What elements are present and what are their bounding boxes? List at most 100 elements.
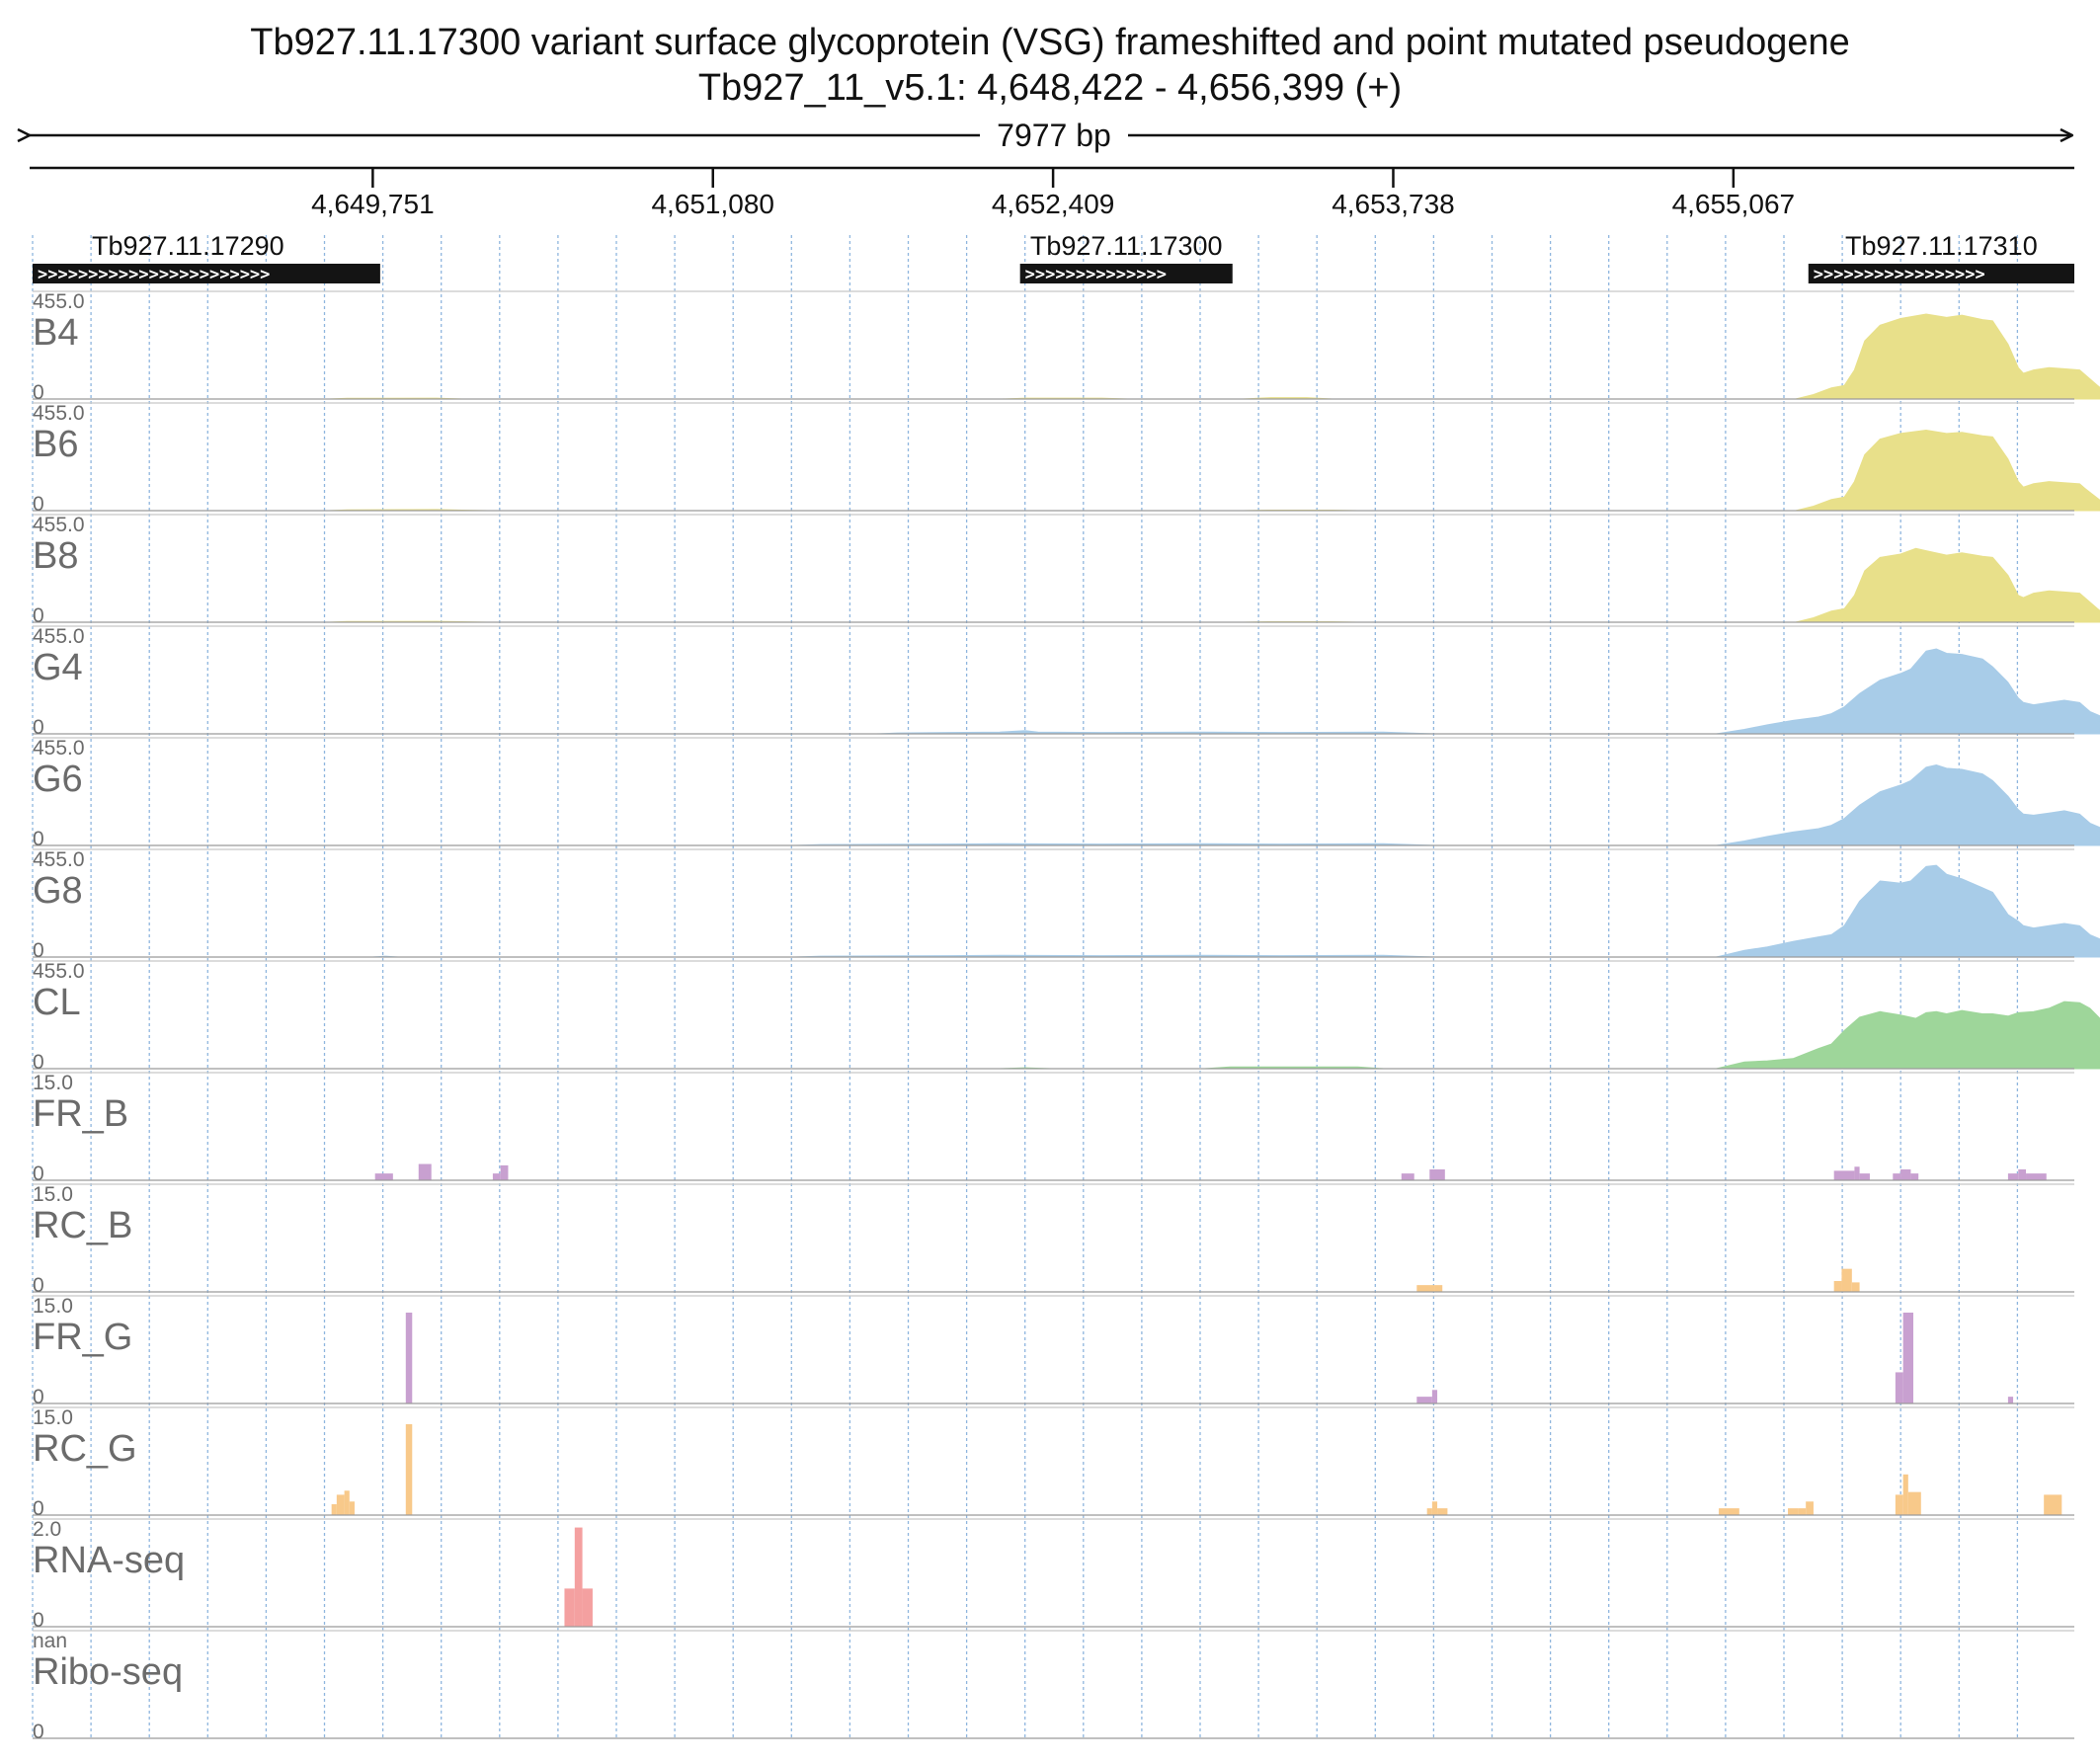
coverage-bar-fr-b-11 — [1910, 1173, 1919, 1180]
track-name-ribo-seq: Ribo-seq — [33, 1651, 183, 1693]
track-max-label-b4: 455.0 — [33, 290, 85, 313]
track-zero-label-fr-b: 0 — [33, 1162, 44, 1185]
gene-label-tb927-11-17290: Tb927.11.17290 — [92, 231, 284, 261]
span-length-label: 7977 bp — [997, 118, 1111, 153]
coverage-bar-rc-g-4 — [405, 1423, 413, 1515]
coverage-area-g8 — [33, 864, 2100, 958]
coordinate-ticks: 4,649,751 4,651,080 4,652,409 4,653,738 4,65… — [311, 168, 1795, 219]
coverage-bar-fr-b-14 — [2026, 1173, 2047, 1180]
track-cl: 455.0CL 0 — [33, 960, 2100, 1074]
data-tracks: 455.0B40455.0B60455.0B80455.0G40455.0G60… — [33, 290, 2100, 1743]
coverage-bar-rc-b-4 — [1851, 1282, 1860, 1292]
coverage-bar-fr-b-4 — [1401, 1173, 1414, 1180]
gene-tb927-11-17310: >>>>>>>>>>>>>>>>> Tb927.11.17310 — [1808, 231, 2074, 284]
coverage-bar-rc-g-9 — [1788, 1508, 1799, 1515]
coverage-bar-rc-g-1 — [336, 1494, 345, 1515]
track-zero-label-fr-g: 0 — [33, 1386, 44, 1408]
coverage-area-b6 — [33, 429, 2100, 512]
track-zero-label-rc-b: 0 — [33, 1274, 44, 1297]
track-max-label-rc-b: 15.0 — [33, 1183, 73, 1206]
coverage-bar-rc-g-13 — [1902, 1474, 1908, 1515]
coverage-bar-fr-b-8 — [1859, 1173, 1870, 1180]
coverage-bar-rc-g-5 — [1426, 1508, 1432, 1515]
coverage-bar-fr-g-3 — [1895, 1372, 1903, 1403]
track-zero-label-g8: 0 — [33, 939, 44, 962]
track-zero-label-rna-seq: 0 — [33, 1609, 44, 1632]
track-max-label-fr-b: 15.0 — [33, 1072, 73, 1094]
track-name-b4: B4 — [33, 312, 78, 354]
track-zero-label-g4: 0 — [33, 716, 44, 739]
track-name-rc-b: RC_B — [33, 1205, 132, 1246]
title-region-coordinates: Tb927_11_v5.1: 4,648,422 - 4,656,399 (+) — [697, 67, 1403, 109]
coverage-bar-fr-g-4 — [1902, 1312, 1914, 1403]
tick-label-2: 4,652,409 — [992, 189, 1115, 219]
track-max-label-b6: 455.0 — [33, 402, 85, 425]
coverage-bar-rc-g-11 — [1806, 1501, 1814, 1515]
gene-label-tb927-11-17300: Tb927.11.17300 — [1030, 231, 1223, 261]
coverage-bar-fr-b-6 — [1833, 1170, 1855, 1180]
track-max-label-rna-seq: 2.0 — [33, 1518, 61, 1541]
track-max-label-g6: 455.0 — [33, 737, 85, 760]
track-b4: 455.0B4 0 — [33, 290, 2100, 404]
vertical-gridlines — [32, 235, 2019, 1740]
coverage-bar-fr-b-1 — [418, 1163, 432, 1180]
coverage-bar-rc-b-0 — [1416, 1285, 1435, 1292]
gene-tb927-11-17290: >>>>>>>>>>>>>>>>>>>>>>> Tb927.11.17290 — [33, 231, 380, 284]
coverage-bar-fr-b-5 — [1429, 1169, 1445, 1180]
coverage-bar-fr-b-2 — [492, 1173, 501, 1180]
track-b6: 455.0B6 0 — [33, 402, 2100, 516]
gene-label-tb927-11-17310: Tb927.11.17310 — [1845, 231, 2038, 261]
track-fr-b: 15.0FR_B 0 — [33, 1072, 2074, 1185]
track-max-label-rc-g: 15.0 — [33, 1406, 73, 1429]
coverage-area-b4 — [33, 313, 2100, 400]
track-max-label-g4: 455.0 — [33, 625, 85, 648]
track-zero-label-g6: 0 — [33, 828, 44, 850]
gene-strand-arrows-tb927-11-17310: >>>>>>>>>>>>>>>>> — [1814, 265, 1985, 284]
coverage-bar-rc-g-3 — [349, 1501, 355, 1515]
coverage-bar-fr-b-12 — [2007, 1173, 2019, 1180]
coverage-bar-rc-g-15 — [2044, 1494, 2062, 1515]
coverage-bar-rc-g-14 — [1907, 1491, 1921, 1515]
track-name-g6: G6 — [33, 759, 83, 800]
track-name-fr-g: FR_G — [33, 1317, 132, 1358]
track-max-label-ribo-seq: nan — [33, 1630, 67, 1652]
track-zero-label-b8: 0 — [33, 604, 44, 627]
coverage-bar-rc-g-2 — [344, 1490, 350, 1515]
track-name-b6: B6 — [33, 424, 78, 465]
track-zero-label-rc-g: 0 — [33, 1497, 44, 1520]
track-max-label-b8: 455.0 — [33, 514, 85, 536]
gene-annotation-track: >>>>>>>>>>>>>>>>>>>>>>>Tb927.11.17290 >>>… — [33, 231, 2074, 284]
track-max-label-fr-g: 15.0 — [33, 1295, 73, 1318]
coverage-bar-fr-g-2 — [1431, 1390, 1438, 1403]
coverage-bar-rc-g-12 — [1895, 1494, 1903, 1515]
track-rc-b: 15.0RC_B 0 — [33, 1183, 2074, 1297]
coverage-bar-fr-b-3 — [500, 1164, 509, 1180]
coverage-bar-fr-b-13 — [2018, 1169, 2027, 1180]
coverage-bar-fr-g-5 — [2007, 1397, 2014, 1403]
track-g4: 455.0G4 0 — [33, 625, 2100, 739]
track-zero-label-ribo-seq: 0 — [33, 1721, 44, 1743]
coverage-bar-rc-g-8 — [1719, 1508, 1739, 1515]
track-max-label-cl: 455.0 — [33, 960, 85, 983]
coverage-bar-rc-b-2 — [1833, 1281, 1842, 1292]
track-name-rna-seq: RNA-seq — [33, 1540, 185, 1581]
coverage-bar-rc-b-3 — [1841, 1268, 1852, 1292]
coverage-bar-fr-g-0 — [405, 1312, 413, 1403]
coverage-area-g6 — [33, 763, 2100, 846]
track-name-cl: CL — [33, 982, 81, 1023]
gene-body-tb927-11-17290 — [33, 264, 380, 283]
coverage-bar-rna-seq-0 — [564, 1588, 575, 1627]
gene-body-tb927-11-17300 — [1019, 264, 1233, 283]
track-name-g8: G8 — [33, 870, 83, 912]
coverage-bar-rc-g-0 — [331, 1504, 337, 1515]
track-g8: 455.0G8 0 — [33, 848, 2100, 962]
track-name-b8: B8 — [33, 535, 78, 577]
track-zero-label-b6: 0 — [33, 493, 44, 516]
coverage-bar-fr-b-9 — [1893, 1173, 1901, 1180]
coverage-bar-rc-g-7 — [1437, 1508, 1448, 1515]
coverage-area-cl — [33, 1001, 2100, 1070]
coverage-area-b8 — [33, 547, 2100, 623]
tick-label-4: 4,655,067 — [1672, 189, 1796, 219]
